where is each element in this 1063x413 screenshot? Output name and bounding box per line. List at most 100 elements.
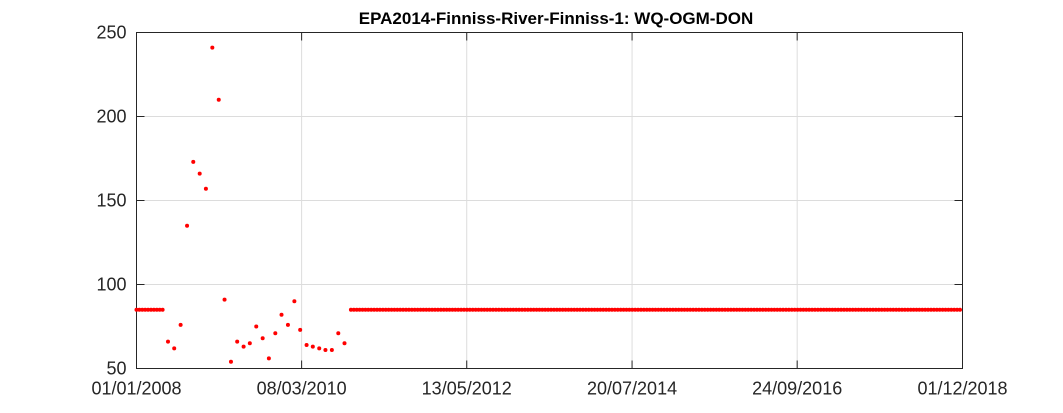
- data-point: [650, 307, 655, 312]
- data-point: [656, 307, 661, 312]
- data-point: [914, 307, 919, 312]
- data-point: [575, 307, 580, 312]
- data-point: [528, 307, 533, 312]
- data-point: [682, 307, 687, 312]
- data-point: [769, 307, 774, 312]
- data-point: [679, 307, 684, 312]
- y-tick-label: 250: [96, 23, 126, 43]
- data-point: [607, 307, 612, 312]
- data-point: [360, 307, 365, 312]
- data-point: [157, 307, 162, 312]
- data-point: [673, 307, 678, 312]
- x-tick-label: 08/03/2010: [257, 379, 347, 399]
- data-point: [754, 307, 759, 312]
- data-point: [894, 307, 899, 312]
- data-point: [522, 307, 527, 312]
- data-point: [467, 307, 472, 312]
- data-point: [470, 307, 475, 312]
- data-point: [911, 307, 916, 312]
- data-point: [583, 307, 588, 312]
- data-point: [926, 307, 931, 312]
- data-point: [285, 322, 290, 327]
- data-point: [404, 307, 409, 312]
- data-point: [789, 307, 794, 312]
- data-point: [491, 307, 496, 312]
- grid: [136, 32, 963, 369]
- data-point: [685, 307, 690, 312]
- data-point: [514, 307, 519, 312]
- data-point: [702, 307, 707, 312]
- data-point: [525, 307, 530, 312]
- data-point: [705, 307, 710, 312]
- data-point: [659, 307, 664, 312]
- data-point: [366, 307, 371, 312]
- data-point: [749, 307, 754, 312]
- data-point: [543, 307, 548, 312]
- data-point: [772, 307, 777, 312]
- data-point: [496, 307, 501, 312]
- data-point: [949, 307, 954, 312]
- data-point: [450, 307, 455, 312]
- data-point: [717, 307, 722, 312]
- data-point: [958, 307, 963, 312]
- data-point: [551, 307, 556, 312]
- data-point: [871, 307, 876, 312]
- data-point: [438, 307, 443, 312]
- data-point: [406, 307, 411, 312]
- data-point: [757, 307, 762, 312]
- data-point: [833, 307, 838, 312]
- data-point: [279, 312, 284, 317]
- data-point: [795, 307, 800, 312]
- data-point: [273, 331, 278, 336]
- data-point: [216, 97, 221, 102]
- data-point: [143, 307, 148, 312]
- data-point: [369, 307, 374, 312]
- data-point: [323, 348, 328, 353]
- data-point: [418, 307, 423, 312]
- data-point: [254, 324, 259, 329]
- data-point: [601, 307, 606, 312]
- data-point: [946, 307, 951, 312]
- data-point: [140, 307, 145, 312]
- data-point: [554, 307, 559, 312]
- data-point: [824, 307, 829, 312]
- data-point: [534, 307, 539, 312]
- data-point: [665, 307, 670, 312]
- data-point: [714, 307, 719, 312]
- data-point: [134, 307, 139, 312]
- data-point: [398, 307, 403, 312]
- data-point: [940, 307, 945, 312]
- data-point: [815, 307, 820, 312]
- data-point: [409, 307, 414, 312]
- data-point: [923, 307, 928, 312]
- data-point: [222, 297, 227, 302]
- data-point: [197, 171, 202, 176]
- data-point: [228, 359, 233, 364]
- data-point: [241, 344, 246, 349]
- data-point: [505, 307, 510, 312]
- data-point: [392, 307, 397, 312]
- data-point: [792, 307, 797, 312]
- data-point: [783, 307, 788, 312]
- data-point: [511, 307, 516, 312]
- data-point: [598, 307, 603, 312]
- data-point: [298, 327, 303, 332]
- data-point: [546, 307, 551, 312]
- data-point: [185, 223, 190, 228]
- data-point: [798, 307, 803, 312]
- data-point: [479, 307, 484, 312]
- data-point: [609, 307, 614, 312]
- data-point: [380, 307, 385, 312]
- data-point: [943, 307, 948, 312]
- x-tick-label: 24/09/2016: [752, 379, 842, 399]
- data-point: [711, 307, 716, 312]
- data-point: [827, 307, 832, 312]
- data-point: [821, 307, 826, 312]
- data-point: [630, 307, 635, 312]
- data-point: [354, 307, 359, 312]
- data-point: [389, 307, 394, 312]
- data-point: [830, 307, 835, 312]
- data-point: [154, 307, 159, 312]
- data-point: [908, 307, 913, 312]
- data-point: [430, 307, 435, 312]
